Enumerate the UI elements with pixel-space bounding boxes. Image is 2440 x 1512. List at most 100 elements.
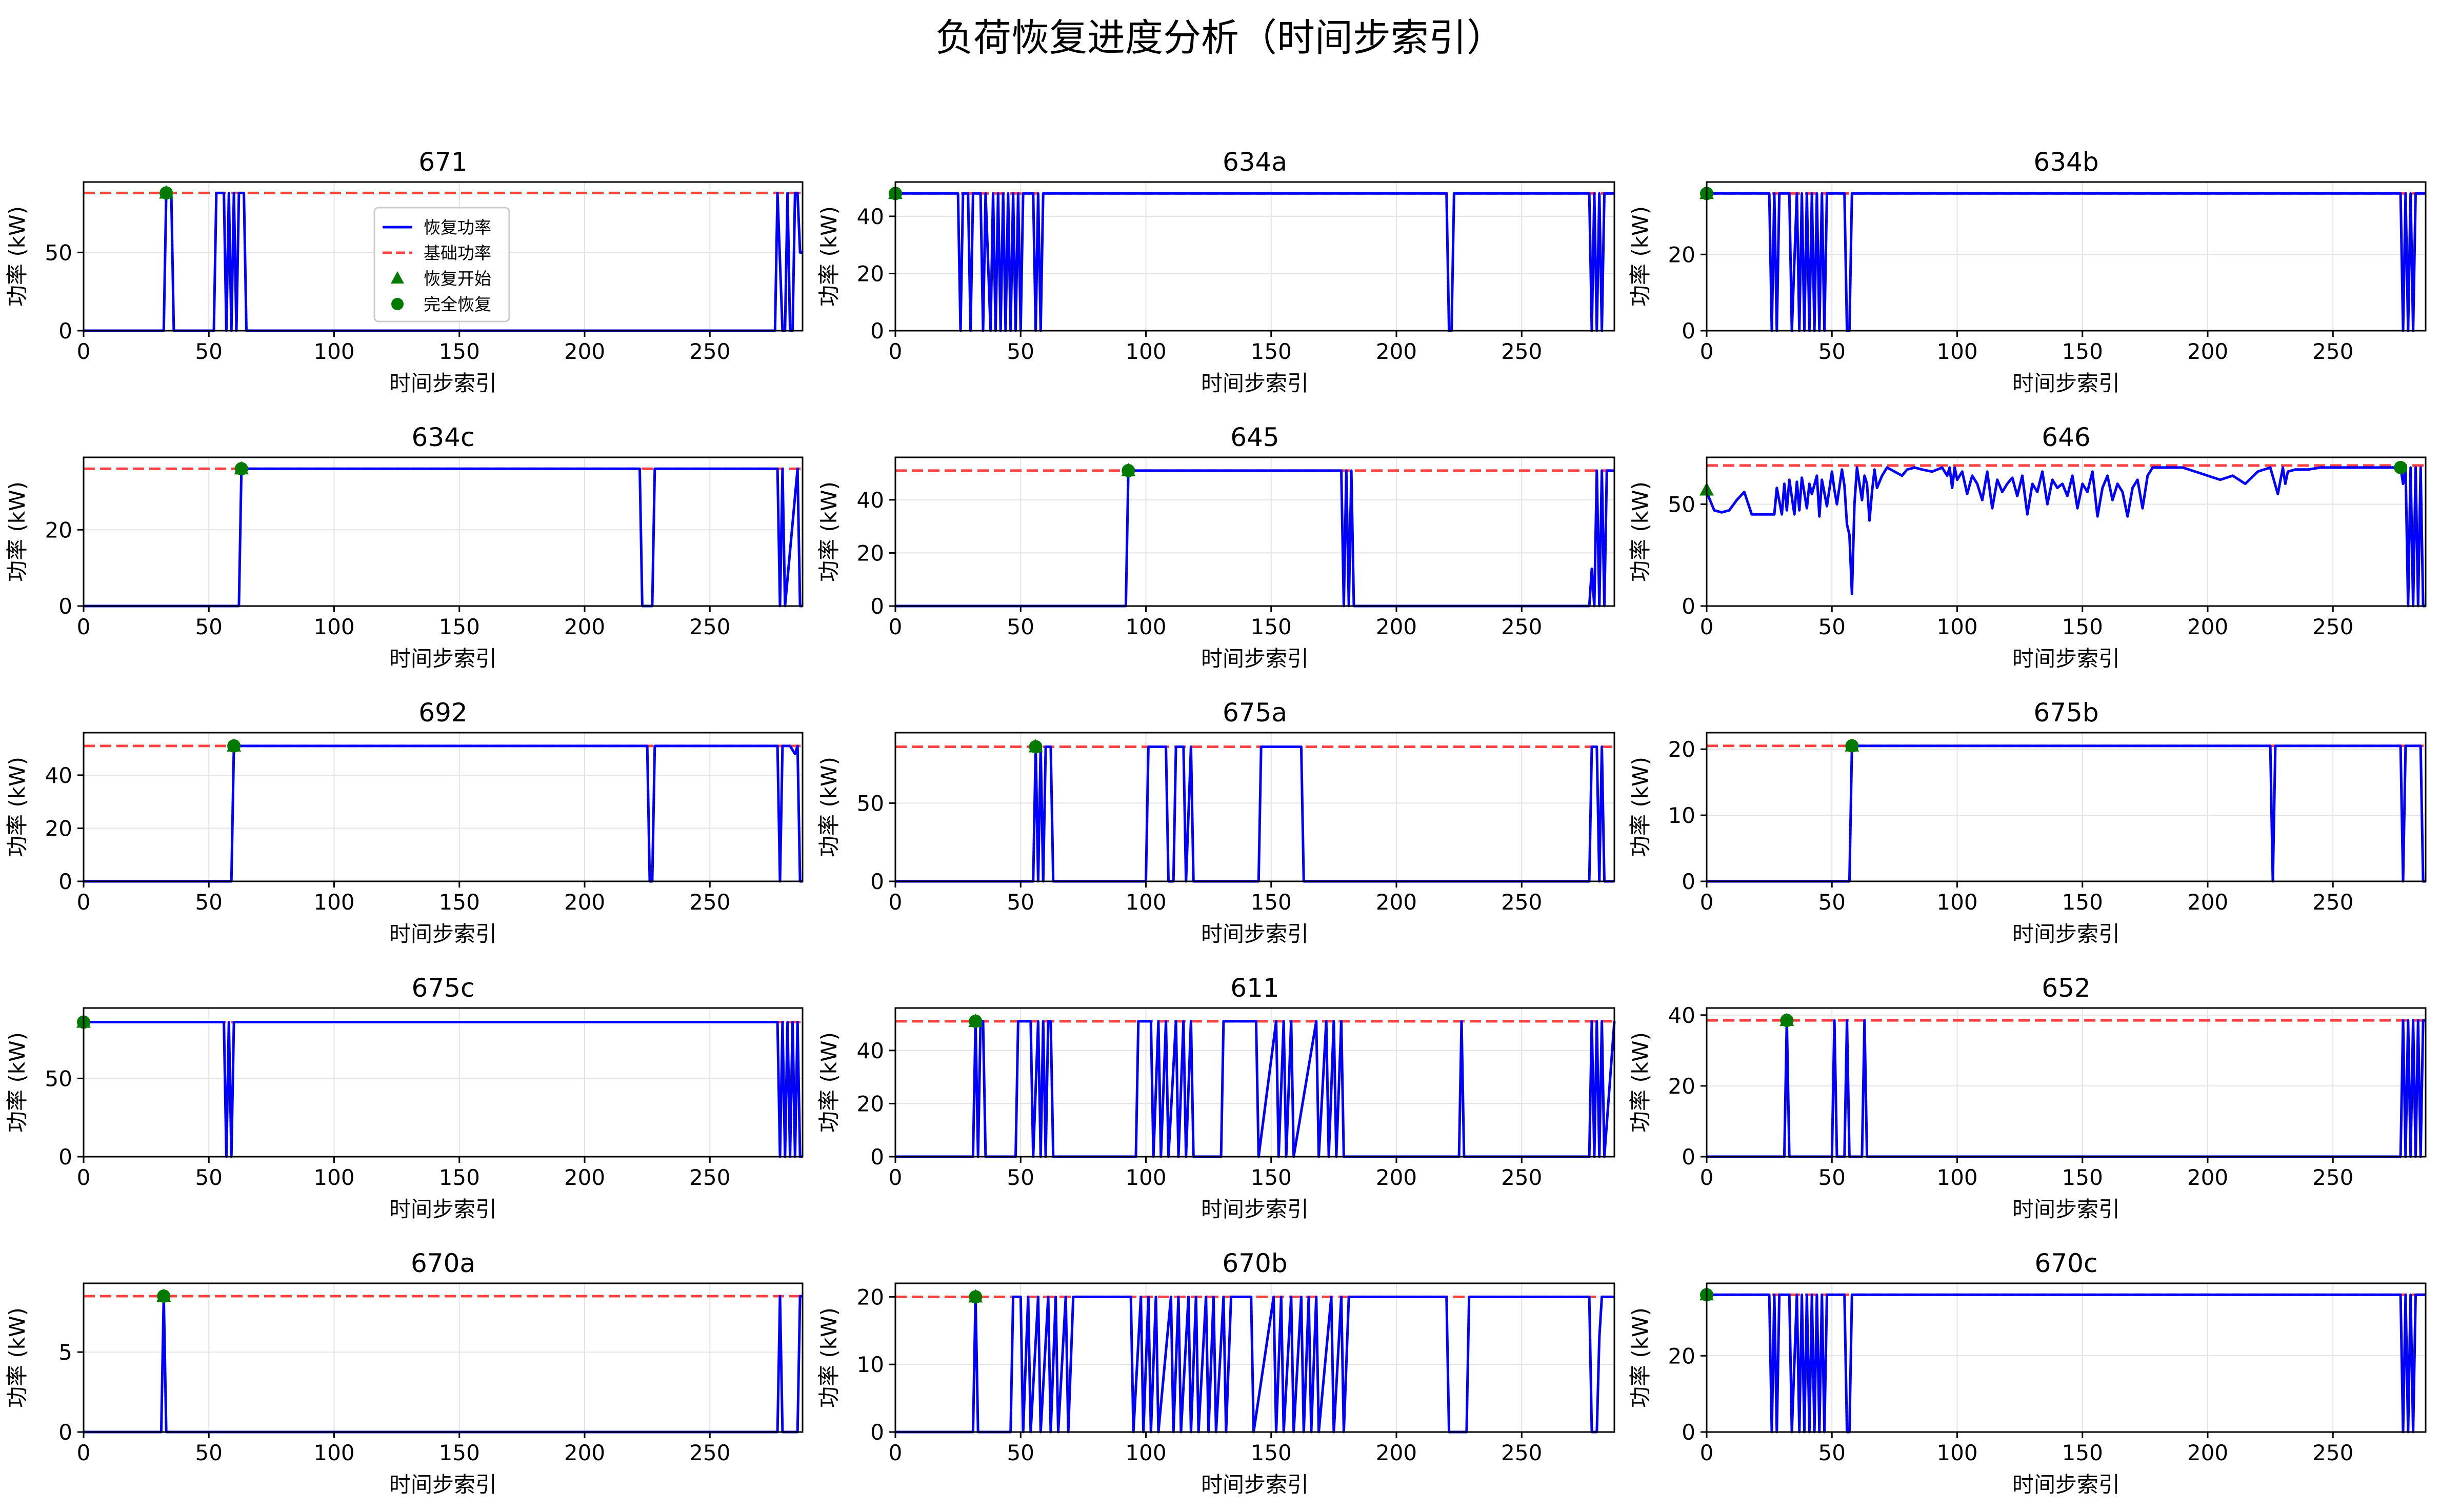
x-tick-label: 100: [313, 890, 354, 915]
subplot-title: 692: [418, 698, 467, 728]
y-tick-label: 0: [870, 1420, 884, 1445]
recovery-power-series: [1707, 1019, 2426, 1158]
x-tick-label: 150: [2062, 890, 2103, 915]
axes-frame: [894, 732, 1615, 882]
legend-frame: [373, 207, 510, 322]
x-tick-label: 50: [1007, 339, 1034, 364]
recovery-power-series: [895, 1020, 1616, 1158]
y-axis-label: 功率 (kW): [5, 206, 30, 307]
x-tick-label: 100: [1125, 890, 1166, 915]
y-axis-label: 功率 (kW): [1628, 206, 1653, 307]
x-tick-label: 0: [1700, 890, 1714, 915]
x-tick-label: 150: [1251, 339, 1292, 364]
y-tick-label: 0: [870, 869, 884, 894]
x-tick-label: 150: [1251, 614, 1292, 639]
y-axis-label: 功率 (kW): [5, 757, 30, 857]
y-tick-label: 20: [1668, 1343, 1695, 1368]
y-tick-label: 0: [1682, 318, 1695, 344]
x-tick-label: 50: [1818, 890, 1846, 915]
subplot-title: 645: [1230, 422, 1279, 452]
y-tick-label: 0: [1682, 1420, 1695, 1445]
y-tick-label: 40: [45, 763, 72, 788]
subplot-title: 634c: [412, 422, 475, 452]
x-tick-label: 100: [313, 1165, 354, 1190]
x-tick-label: 50: [195, 890, 223, 915]
y-axis-label: 功率 (kW): [816, 1032, 842, 1133]
subplot-670c: 0 50 100 150 200 250 0 20 670c 时间步索引 功率 (kW): [1628, 1248, 2427, 1497]
subplot-title: 670b: [1222, 1248, 1287, 1278]
y-axis-label: 功率 (kW): [1628, 481, 1653, 582]
subplot-title: 611: [1230, 973, 1279, 1003]
x-tick-label: 200: [564, 1165, 605, 1190]
x-tick-label: 0: [1700, 614, 1714, 639]
x-tick-label: 100: [1936, 890, 1977, 915]
x-tick-label: 50: [195, 339, 223, 364]
x-tick-label: 200: [1376, 1165, 1417, 1190]
subplot-title: 675c: [412, 973, 475, 1003]
subplot-title: 675a: [1223, 698, 1287, 728]
x-tick-label: 0: [1700, 339, 1714, 364]
x-axis-label: 时间步索引: [1201, 921, 1309, 946]
legend-circle-swatch: [391, 298, 404, 310]
x-tick-label: 150: [439, 890, 480, 915]
y-axis-label: 功率 (kW): [816, 757, 842, 857]
x-tick-label: 0: [1700, 1440, 1714, 1465]
x-tick-label: 100: [1936, 339, 1977, 364]
x-tick-label: 200: [564, 339, 605, 364]
x-tick-label: 0: [77, 1165, 91, 1190]
subplot-title: 670c: [2035, 1248, 2098, 1278]
x-tick-label: 0: [889, 890, 903, 915]
x-tick-label: 200: [564, 1440, 605, 1465]
x-axis-label: 时间步索引: [1201, 646, 1309, 671]
x-tick-label: 100: [1125, 339, 1166, 364]
x-axis-label: 时间步索引: [2012, 1472, 2120, 1497]
y-tick-label: 0: [58, 869, 72, 894]
y-tick-label: 10: [857, 1352, 884, 1377]
recovery-power-series: [84, 1021, 803, 1158]
x-tick-label: 50: [1007, 1165, 1034, 1190]
x-tick-label: 50: [1818, 1440, 1846, 1465]
y-tick-label: 0: [58, 318, 72, 344]
subplot-671: 0 50 100 150 200 250 0 50 671 时间步索引 功率 (kW): [5, 147, 804, 396]
x-tick-label: 50: [1007, 1440, 1034, 1465]
x-tick-label: 250: [689, 339, 730, 364]
x-tick-label: 250: [2312, 890, 2353, 915]
subplot-634c: 0 50 100 150 200 250 0 20 634c 时间步索引 功率 (kW): [5, 422, 804, 671]
x-tick-label: 150: [2062, 339, 2103, 364]
x-tick-label: 100: [1125, 1165, 1166, 1190]
axes-frame: [1706, 181, 2427, 332]
x-tick-label: 250: [689, 890, 730, 915]
y-axis-label: 功率 (kW): [816, 206, 842, 307]
y-tick-label: 0: [58, 1420, 72, 1445]
legend-label: 完全恢复: [424, 294, 491, 314]
subplot-675c: 0 50 100 150 200 250 0 50 675c 时间步索引 功率 (kW): [5, 973, 804, 1222]
figure-suptitle: 负荷恢复进度分析（时间步索引）: [935, 16, 1505, 60]
x-tick-label: 250: [1501, 1165, 1542, 1190]
subplot-675a: 0 50 100 150 200 250 0 50 675a 时间步索引 功率 (kW): [816, 698, 1615, 946]
x-tick-label: 50: [195, 1165, 223, 1190]
subplot-670a: 0 50 100 150 200 250 0 5 670a 时间步索引 功率 (kW): [5, 1248, 804, 1497]
x-axis-label: 时间步索引: [1201, 1472, 1309, 1497]
x-tick-label: 100: [313, 1440, 354, 1465]
y-axis-label: 功率 (kW): [1628, 1307, 1653, 1408]
legend-triangle-swatch: [391, 271, 404, 284]
y-tick-label: 0: [58, 594, 72, 619]
axes-frame: [1706, 456, 2427, 607]
y-tick-label: 10: [1668, 803, 1695, 828]
x-tick-label: 200: [1376, 614, 1417, 639]
legend-label: 恢复开始: [424, 269, 491, 289]
x-tick-label: 200: [2187, 1165, 2228, 1190]
x-tick-label: 0: [77, 614, 91, 639]
y-tick-label: 20: [1668, 242, 1695, 267]
subplot-611: 0 50 100 150 200 250 0 20 40 611 时间步索引 功率 (kW): [816, 973, 1616, 1222]
full-recovery-marker: [1122, 463, 1135, 477]
y-axis-label: 功率 (kW): [1628, 1032, 1653, 1133]
x-tick-label: 250: [2312, 339, 2353, 364]
x-tick-label: 0: [889, 339, 903, 364]
full-recovery-marker: [1845, 739, 1859, 753]
y-axis-label: 功率 (kW): [1628, 757, 1653, 857]
recovery-power-series: [1707, 192, 2426, 332]
x-axis-label: 时间步索引: [2012, 921, 2120, 946]
y-axis-label: 功率 (kW): [816, 481, 842, 582]
